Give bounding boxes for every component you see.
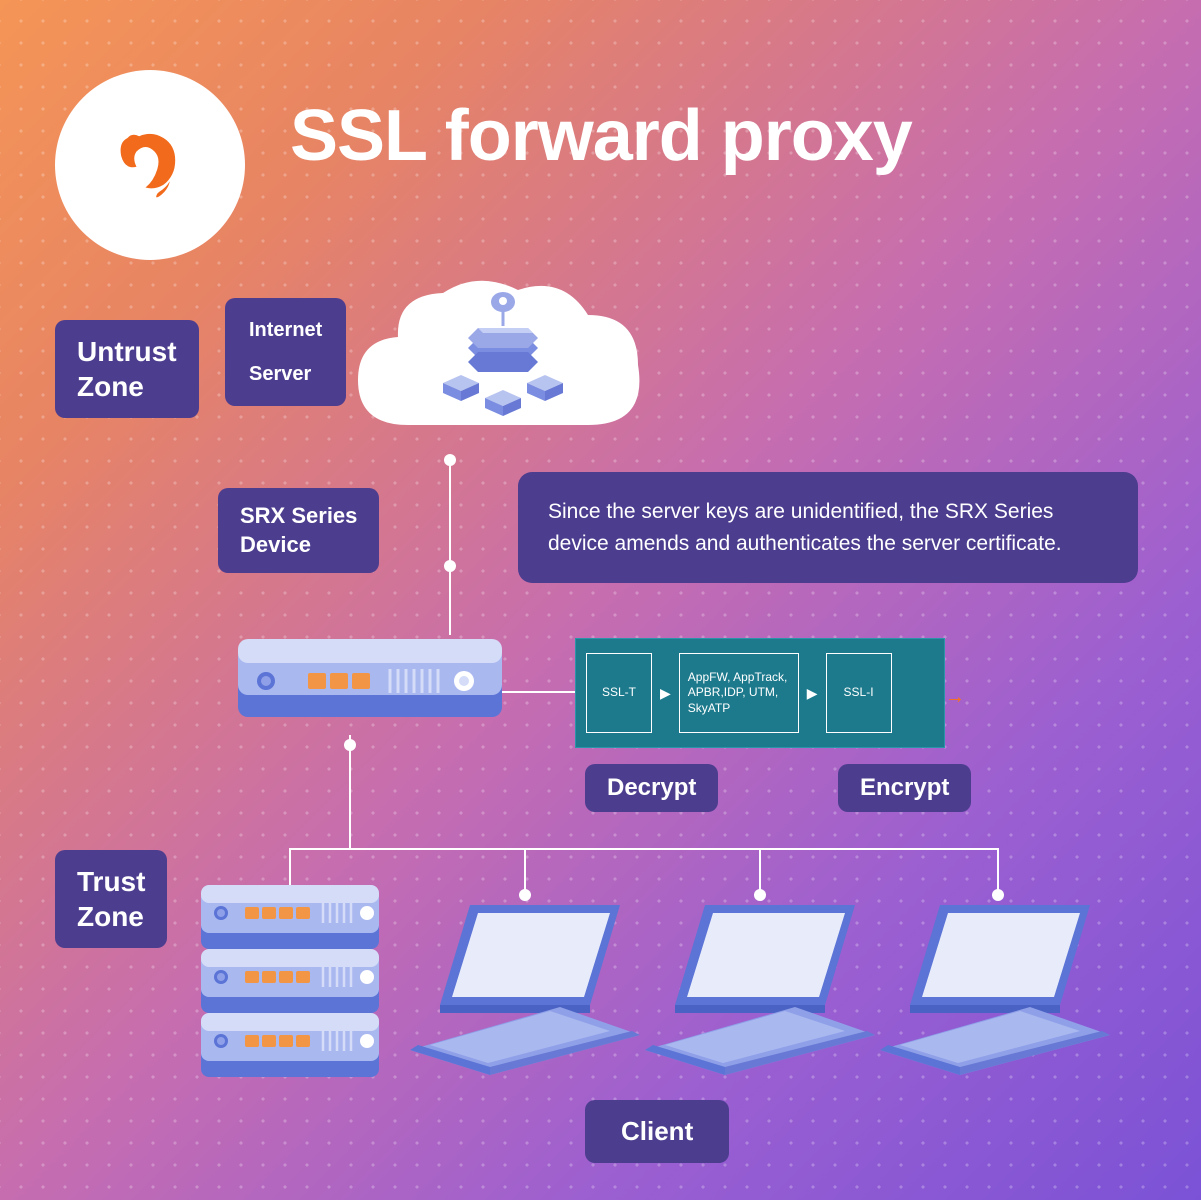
conn-dot [444, 560, 456, 572]
internet-server-label: Internet Server [225, 298, 346, 406]
label-server: Server [249, 352, 322, 396]
server-rack-icon [195, 885, 385, 1080]
conn-bus [289, 848, 999, 850]
label-internet: Internet [249, 308, 322, 352]
arrow-icon: ▶ [660, 685, 671, 702]
label-text: Untrust Zone [77, 336, 177, 402]
diagram-canvas: SSL forward proxy [0, 0, 1201, 1200]
decrypt-label: Decrypt [585, 764, 718, 812]
pipeline-ssl-i: SSL-I [826, 653, 892, 733]
router-device-icon [230, 625, 510, 735]
squirrel-logo-icon [105, 120, 195, 210]
cloud-internet [338, 265, 658, 465]
encrypt-label: Encrypt [838, 764, 971, 812]
arrow-icon: ▶ [807, 685, 818, 702]
pipeline-ssl-t: SSL-T [586, 653, 652, 733]
client-label: Client [585, 1100, 729, 1163]
pipeline-services: AppFW, AppTrack, APBR,IDP, UTM, SkyATP [679, 653, 799, 733]
laptop-client-icon [645, 895, 875, 1075]
cloud-server-icon [433, 290, 573, 430]
label-text: SRX Series Device [240, 503, 357, 557]
label-text: Decrypt [607, 774, 696, 801]
page-title: SSL forward proxy [290, 95, 912, 177]
label-text: Trust Zone [77, 866, 145, 932]
trust-zone-label: Trust Zone [55, 850, 167, 948]
info-callout: Since the server keys are unidentified, … [518, 472, 1138, 583]
conn-dot [344, 739, 356, 751]
untrust-zone-label: Untrust Zone [55, 320, 199, 418]
label-text: Client [621, 1116, 693, 1146]
conn-router-down [349, 735, 351, 850]
laptop-client-icon [880, 895, 1110, 1075]
label-text: Encrypt [860, 774, 949, 801]
srx-device-label: SRX Series Device [218, 488, 379, 573]
conn-cloud-router [449, 460, 451, 635]
laptop-client-icon [410, 895, 640, 1075]
output-arrow-icon: → [945, 686, 965, 709]
logo-circle [55, 70, 245, 260]
ssl-pipeline: SSL-T ▶ AppFW, AppTrack, APBR,IDP, UTM, … [575, 638, 945, 748]
